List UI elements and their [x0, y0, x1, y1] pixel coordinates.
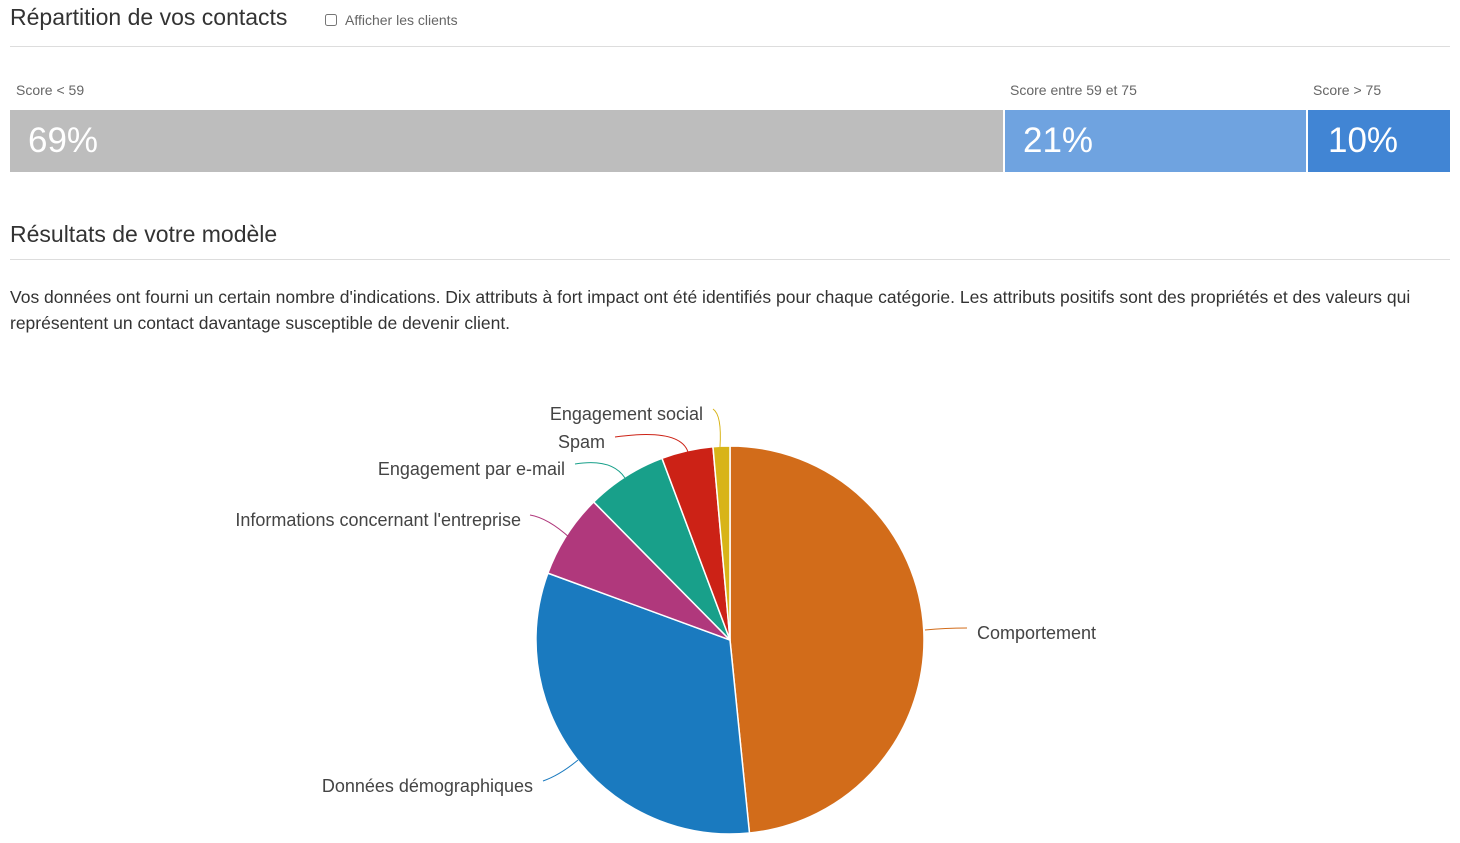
- score-segment-mid: 21%: [1005, 110, 1306, 172]
- pie-slice[interactable]: [729, 445, 925, 834]
- divider: [10, 46, 1450, 47]
- score-segment-low: 69%: [10, 110, 1003, 172]
- score-label-mid: Score entre 59 et 75: [1010, 82, 1137, 98]
- slice-label: Engagement par e-mail: [378, 459, 565, 479]
- results-description: Vos données ont fourni un certain nombre…: [10, 287, 1411, 333]
- page-title: Répartition de vos contacts: [10, 4, 288, 30]
- score-segment-high: 10%: [1308, 110, 1450, 172]
- leader-line: [529, 514, 571, 539]
- category-pie-chart: Comportement Données démographiques Inform…: [235, 404, 1096, 835]
- slice-label: Données démographiques: [322, 776, 533, 796]
- results-title: Résultats de votre modèle: [10, 221, 278, 247]
- leader-line: [924, 627, 968, 631]
- show-clients-checkbox[interactable]: [325, 14, 337, 26]
- pie-slice[interactable]: [535, 572, 751, 835]
- slice-label: Informations concernant l'entreprise: [235, 510, 521, 530]
- score-distribution-bar: 69% 21% 10%: [10, 110, 1450, 172]
- slice-label: Spam: [558, 432, 605, 452]
- leader-line: [574, 462, 626, 479]
- score-label-low: Score < 59: [16, 82, 85, 98]
- leader-line: [542, 759, 579, 782]
- divider: [10, 259, 1450, 260]
- slice-label: Engagement social: [550, 404, 703, 424]
- slice-label: Comportement: [977, 623, 1096, 643]
- leader-line: [712, 408, 721, 448]
- pie-slice[interactable]: [712, 445, 731, 641]
- score-label-high: Score > 75: [1313, 82, 1382, 98]
- leader-line: [614, 434, 689, 453]
- show-clients-checkbox-label[interactable]: Afficher les clients: [325, 12, 458, 28]
- show-clients-label: Afficher les clients: [345, 12, 458, 28]
